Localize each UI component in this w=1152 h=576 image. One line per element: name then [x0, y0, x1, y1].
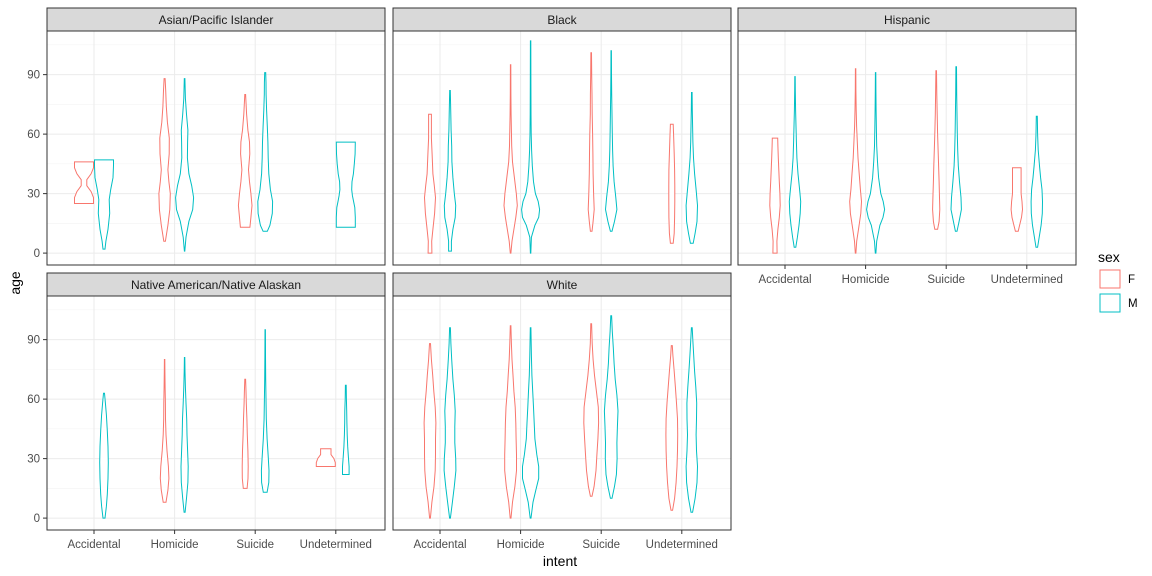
- facet-panel: Hispanic Accidental Homicide Suicide Undeter…: [737, 7, 1077, 286]
- violin-undetermined-m: [685, 327, 699, 513]
- violin-accidental-m: [99, 392, 109, 519]
- violin-homicide-m: [521, 40, 541, 254]
- violin-suicide-m: [257, 72, 274, 232]
- violin-suicide-f: [587, 52, 595, 232]
- x-axis-title: intent: [543, 553, 577, 569]
- violin-undetermined-f: [1010, 167, 1024, 232]
- x-tick-label: Undetermined: [646, 539, 718, 551]
- panel-border: [46, 30, 386, 266]
- x-tick-label: Homicide: [151, 539, 199, 551]
- violin-homicide-m: [180, 357, 189, 513]
- legend-label-m: M: [1128, 298, 1138, 310]
- violin-suicide-m: [603, 315, 619, 499]
- violin-homicide-m: [522, 327, 540, 519]
- violin-suicide-m: [950, 66, 962, 232]
- x-tick-label: Accidental: [758, 274, 811, 286]
- facet-strip-label: Native American/Native Alaskan: [131, 278, 301, 292]
- facet-strip-label: Black: [547, 13, 577, 27]
- violin-accidental-m: [443, 90, 457, 252]
- violin-undetermined-m: [342, 384, 350, 475]
- facet-panel: White Accidental Homicide Suicide Undetermin…: [392, 272, 732, 551]
- facet-strip-label: Hispanic: [884, 13, 930, 27]
- violin-suicide-m: [604, 50, 618, 232]
- x-tick-label: Homicide: [497, 539, 545, 551]
- axes-group: intent age: [7, 271, 577, 569]
- facet-panels: Asian/Pacific Islander 0 30 60 90 Black Hispan…: [27, 7, 1077, 551]
- legend-title: sex: [1098, 249, 1120, 265]
- y-tick-label: 30: [27, 189, 40, 201]
- x-tick-label: Suicide: [927, 274, 965, 286]
- violin-undetermined-f: [665, 345, 679, 511]
- plot-background: [393, 296, 731, 530]
- violin-undetermined-m: [335, 141, 356, 228]
- y-tick-label: 90: [27, 335, 40, 347]
- violin-homicide-f: [504, 325, 517, 519]
- y-tick-label: 30: [27, 454, 40, 466]
- violin-suicide-f: [932, 70, 941, 230]
- x-tick-label: Accidental: [413, 539, 466, 551]
- x-tick-label: Suicide: [582, 539, 620, 551]
- facet-panel: Asian/Pacific Islander 0 30 60 90: [27, 7, 386, 266]
- panel-border: [737, 30, 1077, 266]
- violin-accidental-m: [94, 159, 114, 250]
- violin-accidental-f: [423, 343, 437, 519]
- violin-homicide-f: [159, 359, 170, 503]
- violin-suicide-f: [583, 323, 600, 497]
- legend-key-m: [1099, 293, 1121, 313]
- violin-suicide-f: [241, 378, 249, 489]
- violin-homicide-f: [849, 68, 863, 254]
- x-tick-label: Accidental: [67, 539, 120, 551]
- y-tick-label: 60: [27, 394, 40, 406]
- plot-background: [47, 296, 385, 530]
- y-tick-label: 0: [34, 248, 40, 260]
- violin-undetermined-m: [1030, 115, 1044, 248]
- violin-homicide-f: [158, 78, 171, 242]
- plot-background: [738, 31, 1076, 265]
- x-tick-label: Undetermined: [991, 274, 1063, 286]
- panel-border: [46, 295, 386, 531]
- violin-undetermined-f: [668, 123, 676, 244]
- violin-accidental-f: [423, 113, 437, 254]
- facet-panel: Native American/Native Alaskan 0 30 60 90 Acc…: [27, 272, 386, 551]
- y-tick-label: 90: [27, 70, 40, 82]
- panel-border: [392, 295, 732, 531]
- y-axis-title: age: [7, 271, 23, 295]
- legend-label-f: F: [1128, 274, 1135, 286]
- panel-border: [392, 30, 732, 266]
- x-tick-label: Undetermined: [300, 539, 372, 551]
- violin-suicide-f: [237, 94, 253, 228]
- y-tick-label: 0: [34, 513, 40, 525]
- violin-accidental-f: [769, 137, 781, 254]
- x-tick-label: Homicide: [842, 274, 890, 286]
- legend: sex FM: [1098, 249, 1138, 314]
- violin-homicide-f: [503, 64, 518, 254]
- violin-homicide-m: [175, 78, 195, 252]
- violin-suicide-m: [260, 329, 270, 493]
- legend-key-f: [1099, 269, 1121, 289]
- facet-strip-label: White: [547, 278, 578, 292]
- violin-accidental-m: [443, 327, 457, 519]
- plot-background: [47, 31, 385, 265]
- violin-accidental-m: [788, 76, 802, 248]
- plot-background: [393, 31, 731, 265]
- violin-undetermined-f: [315, 448, 336, 467]
- violin-undetermined-m: [685, 92, 699, 244]
- violin-homicide-m: [866, 72, 886, 254]
- facet-strip-label: Asian/Pacific Islander: [159, 13, 274, 27]
- x-tick-label: Suicide: [236, 539, 274, 551]
- violin-accidental-f: [74, 161, 94, 204]
- y-tick-label: 60: [27, 129, 40, 141]
- facet-panel: Black: [392, 7, 732, 266]
